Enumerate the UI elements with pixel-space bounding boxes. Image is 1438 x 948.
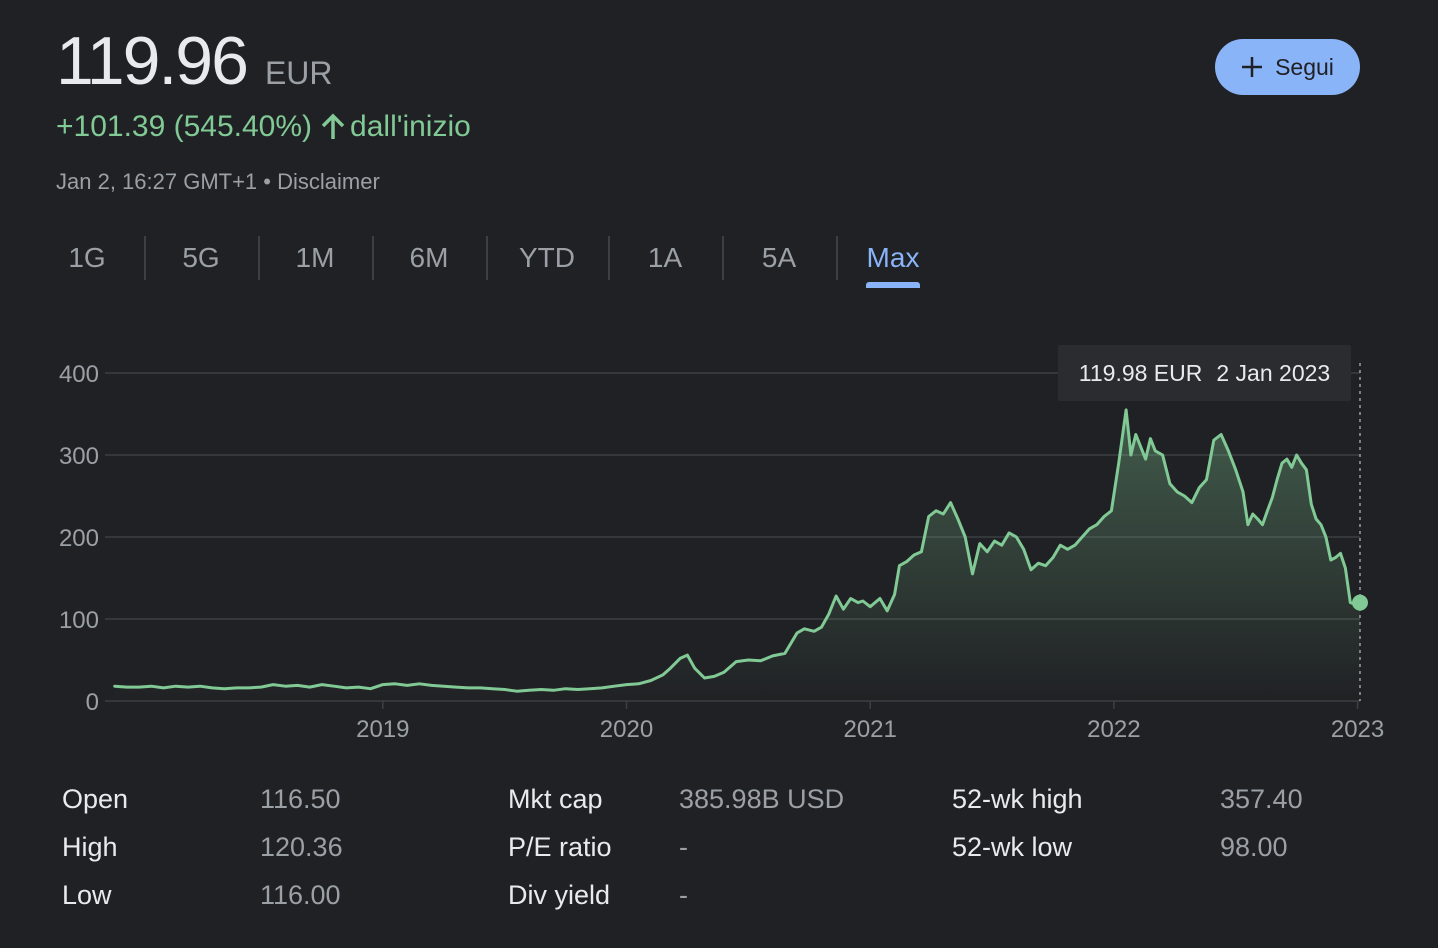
stat-label-52wk-low: 52-wk low bbox=[952, 832, 1073, 862]
y-tick-label: 400 bbox=[59, 361, 99, 388]
disclaimer-link[interactable]: Disclaimer bbox=[277, 169, 380, 194]
tab-1a[interactable]: 1A bbox=[608, 236, 722, 280]
stat-value-low: 116.00 bbox=[260, 880, 341, 910]
x-tick-label: 2020 bbox=[600, 716, 653, 743]
stat-label-52wk-high: 52-wk high bbox=[952, 784, 1083, 814]
change-value: +101.39 (545.40%) bbox=[56, 110, 313, 143]
tooltip-date: 2 Jan 2023 bbox=[1216, 359, 1331, 386]
stat-label-open: Open bbox=[62, 784, 129, 814]
tab-label: 1G bbox=[68, 242, 106, 273]
y-tick-label: 100 bbox=[59, 607, 99, 634]
stat-value-high: 120.36 bbox=[260, 832, 343, 862]
series-area bbox=[114, 409, 1361, 701]
stat-value-div-yield: - bbox=[679, 880, 688, 910]
stat-label-mkt-cap: Mkt cap bbox=[508, 784, 603, 814]
arrow-up-icon bbox=[320, 112, 346, 142]
stat-value-pe-ratio: - bbox=[679, 832, 688, 862]
current-price: 119.96 bbox=[56, 23, 249, 99]
stat-label-pe-ratio: P/E ratio bbox=[508, 832, 612, 862]
plus-icon bbox=[1241, 51, 1263, 83]
x-tick-label: 2022 bbox=[1087, 716, 1140, 743]
tab-label: Max bbox=[866, 242, 920, 273]
tab-label: 5A bbox=[761, 242, 797, 273]
currency-code: EUR bbox=[264, 55, 333, 91]
stat-label-div-yield: Div yield bbox=[508, 880, 611, 910]
price-chart[interactable]: 0 100 200 300 400 2019 2020 2021 2022 2023 bbox=[0, 330, 1438, 750]
follow-label: Segui bbox=[1275, 53, 1334, 80]
price-change: +101.39 (545.40%) dall'inizio bbox=[56, 110, 471, 144]
hover-point bbox=[1352, 594, 1368, 611]
tab-1g[interactable]: 1G bbox=[30, 236, 144, 280]
stat-value-open: 116.50 bbox=[260, 784, 341, 814]
tab-label: 1M bbox=[295, 242, 335, 273]
tab-label: 5G bbox=[182, 242, 220, 273]
x-tick-label: 2023 bbox=[1331, 716, 1384, 743]
x-tick-label: 2021 bbox=[843, 716, 896, 743]
separator-dot: • bbox=[263, 169, 271, 194]
tab-label: 1A bbox=[647, 242, 683, 273]
stat-value-52wk-low: 98.00 bbox=[1220, 832, 1288, 862]
tab-max[interactable]: Max bbox=[836, 236, 950, 288]
y-tick-label: 300 bbox=[59, 443, 99, 470]
timestamp: Jan 2, 16:27 GMT+1 bbox=[56, 169, 258, 194]
tab-label: YTD bbox=[519, 242, 575, 273]
tab-5g[interactable]: 5G bbox=[144, 236, 258, 280]
tab-6m[interactable]: 6M bbox=[372, 236, 486, 280]
change-suffix: dall'inizio bbox=[350, 110, 471, 143]
tab-1m[interactable]: 1M bbox=[258, 236, 372, 280]
stat-value-52wk-high: 357.40 bbox=[1220, 784, 1303, 814]
y-tick-label: 200 bbox=[59, 525, 99, 552]
series-line bbox=[113, 408, 1362, 693]
follow-button[interactable]: Segui bbox=[1215, 39, 1360, 95]
tab-5a[interactable]: 5A bbox=[722, 236, 836, 280]
x-tick-label: 2019 bbox=[356, 716, 409, 743]
y-tick-label: 0 bbox=[86, 689, 99, 716]
tooltip-value: 119.98 EUR bbox=[1078, 359, 1203, 386]
price-header: 119.96 EUR bbox=[56, 22, 333, 100]
stat-value-mkt-cap: 385.98B USD bbox=[679, 784, 845, 814]
timestamp-row: Jan 2, 16:27 GMT+1 • Disclaimer bbox=[56, 169, 380, 195]
stat-label-low: Low bbox=[62, 880, 112, 910]
tab-ytd[interactable]: YTD bbox=[486, 236, 608, 280]
chart-tooltip: 119.98 EUR 2 Jan 2023 bbox=[1058, 345, 1351, 401]
range-tabs: 1G 5G 1M 6M YTD 1A 5A Max bbox=[30, 236, 950, 292]
tab-label: 6M bbox=[409, 242, 449, 273]
stat-label-high: High bbox=[62, 832, 118, 862]
